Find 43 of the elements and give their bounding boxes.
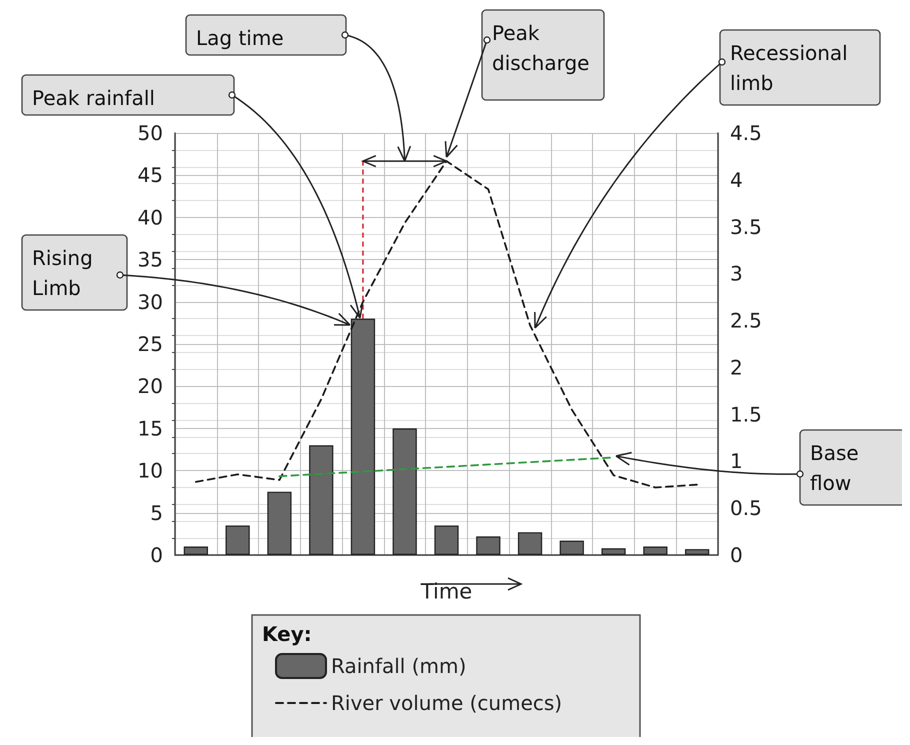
- y-tick-label: 45: [138, 163, 163, 188]
- y-tick-label: 50: [138, 121, 163, 145]
- y-tick-label: 35: [138, 248, 163, 272]
- bar: [560, 540, 584, 555]
- y-tick-label: 40: [138, 205, 163, 230]
- bar: [267, 492, 292, 555]
- bar: [309, 445, 334, 555]
- y2-tick-label: 4: [730, 168, 743, 192]
- y-tick-label: 25: [138, 332, 163, 356]
- y2-tick-label: 3: [730, 262, 743, 286]
- x-axis-title: Time: [420, 580, 472, 604]
- y2-tick-label: 2: [730, 355, 743, 380]
- bar: [226, 525, 250, 555]
- text: Peak discharge: [492, 21, 590, 75]
- text: Lag time: [196, 26, 284, 50]
- bar: [392, 428, 417, 555]
- y2-tick-label: 1.5: [730, 402, 762, 426]
- y2-tick-label: 1: [730, 449, 743, 474]
- bar: [643, 546, 668, 555]
- y-tick-label: 0: [150, 543, 163, 567]
- bar: [518, 532, 542, 555]
- bar: [434, 525, 459, 555]
- bar: [184, 546, 208, 555]
- legend-title: Key:: [262, 622, 312, 646]
- y2-tick-label: 0: [730, 543, 743, 567]
- y-tick-label: 30: [138, 290, 163, 314]
- y2-tick-label: 2.5: [730, 308, 762, 333]
- y2-tick-label: 3.5: [730, 214, 762, 239]
- y2-tick-label: 4.5: [730, 121, 762, 145]
- legend-label: Rainfall (mm): [331, 654, 466, 678]
- y2-tick-label: 0.5: [730, 496, 762, 520]
- y-tick-label: 5: [150, 500, 163, 525]
- y-tick-label: 10: [138, 458, 163, 483]
- legend-label: River volume (cumecs): [331, 691, 562, 715]
- y-tick-label: 15: [138, 416, 163, 440]
- text: Base flow: [810, 441, 866, 495]
- text: Rising Limb: [32, 246, 100, 300]
- bar: [601, 548, 626, 555]
- y-tick-label: 20: [138, 374, 163, 398]
- text: Peak rainfall: [32, 86, 155, 110]
- bar: [476, 536, 500, 555]
- text: Recessional limb: [730, 41, 854, 95]
- bar: [685, 549, 710, 555]
